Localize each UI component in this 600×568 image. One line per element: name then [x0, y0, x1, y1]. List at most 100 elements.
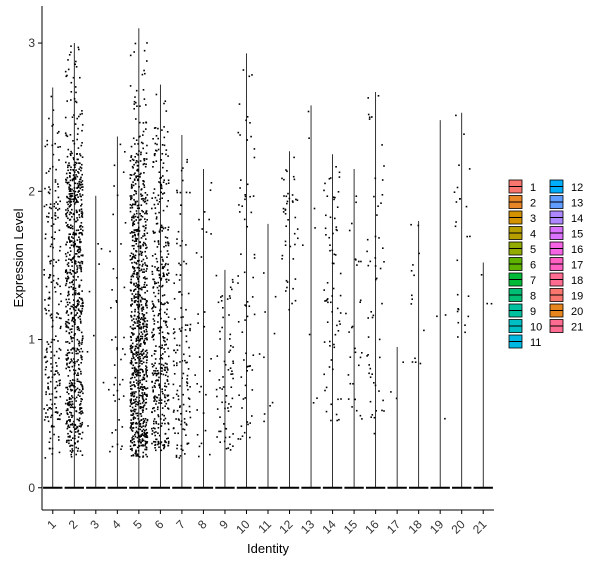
point-5	[142, 89, 145, 91]
point-2	[78, 180, 81, 183]
point-20	[464, 331, 466, 334]
point-5	[144, 250, 146, 253]
point-5	[130, 145, 133, 148]
point-2	[66, 195, 68, 198]
point-6	[167, 332, 170, 335]
point-5	[137, 431, 139, 434]
point-6	[153, 278, 155, 281]
point-16	[366, 355, 368, 357]
point-5	[132, 427, 135, 429]
point-5	[137, 357, 139, 359]
point-6	[163, 348, 165, 350]
point-5	[141, 397, 144, 399]
point-14	[330, 419, 332, 422]
point-5	[137, 339, 140, 342]
point-9	[223, 440, 226, 443]
point-14	[330, 359, 333, 361]
point-5	[136, 304, 139, 306]
point-5	[140, 195, 143, 197]
point-6	[158, 376, 160, 379]
point-5	[139, 339, 141, 341]
point-6	[152, 389, 154, 391]
point-5	[139, 241, 141, 243]
point-5	[138, 264, 141, 266]
legend-label-9: 9	[530, 306, 536, 318]
point-5	[142, 439, 145, 442]
point-7	[179, 385, 181, 387]
point-5	[134, 288, 137, 290]
point-7	[179, 213, 182, 215]
point-5	[131, 441, 134, 444]
point-2	[67, 203, 69, 206]
point-5	[133, 255, 135, 257]
point-2	[74, 197, 76, 200]
point-5	[129, 203, 132, 206]
point-5	[139, 337, 142, 340]
legend-item-9: 9	[508, 303, 536, 318]
point-10	[245, 119, 247, 122]
point-5	[129, 195, 132, 197]
point-2	[64, 284, 67, 287]
point-2	[81, 290, 83, 292]
point-9	[229, 338, 231, 340]
point-2	[72, 307, 75, 309]
point-1	[48, 170, 50, 173]
point-6	[155, 135, 158, 137]
point-10	[241, 331, 244, 333]
point-6	[164, 441, 166, 443]
point-5	[140, 300, 142, 303]
point-5	[145, 448, 148, 451]
point-5	[138, 390, 140, 392]
point-7	[186, 161, 188, 163]
point-1	[45, 393, 47, 396]
point-2	[79, 318, 82, 320]
point-2	[71, 444, 74, 447]
point-9	[222, 316, 224, 319]
point-2	[73, 276, 75, 278]
point-12	[287, 219, 289, 221]
point-6	[164, 311, 166, 314]
point-1	[50, 95, 53, 98]
point-1	[59, 327, 62, 330]
point-5	[137, 143, 139, 145]
point-6	[167, 229, 169, 231]
point-2	[69, 192, 72, 195]
point-6	[167, 179, 170, 182]
point-5	[144, 317, 147, 320]
point-6	[159, 228, 162, 231]
point-6	[165, 183, 168, 185]
point-7	[185, 335, 188, 337]
point-2	[81, 410, 83, 412]
point-5	[130, 281, 133, 284]
point-5	[145, 270, 147, 272]
point-5	[136, 229, 139, 231]
point-5	[137, 178, 139, 181]
point-6	[167, 226, 170, 229]
point-16	[377, 95, 380, 97]
point-7	[172, 360, 175, 363]
point-9	[221, 401, 223, 404]
point-10	[243, 359, 245, 361]
point-2	[77, 245, 79, 248]
x-tick-label-1: 1	[44, 517, 59, 532]
point-10	[244, 384, 247, 387]
point-2	[65, 354, 68, 356]
point-5	[138, 400, 141, 402]
point-6	[155, 218, 158, 220]
point-2	[75, 198, 78, 201]
point-1	[50, 425, 53, 428]
point-1	[49, 262, 52, 265]
point-10	[240, 179, 242, 181]
point-2	[64, 402, 67, 405]
point-2	[81, 142, 83, 144]
point-1	[58, 379, 60, 382]
point-6	[152, 310, 154, 312]
point-6	[160, 357, 163, 359]
point-5	[131, 393, 134, 396]
point-2	[76, 312, 79, 314]
point-7	[179, 361, 181, 363]
point-5	[139, 381, 141, 384]
point-2	[66, 321, 68, 323]
legend-item-4: 4	[508, 226, 536, 241]
